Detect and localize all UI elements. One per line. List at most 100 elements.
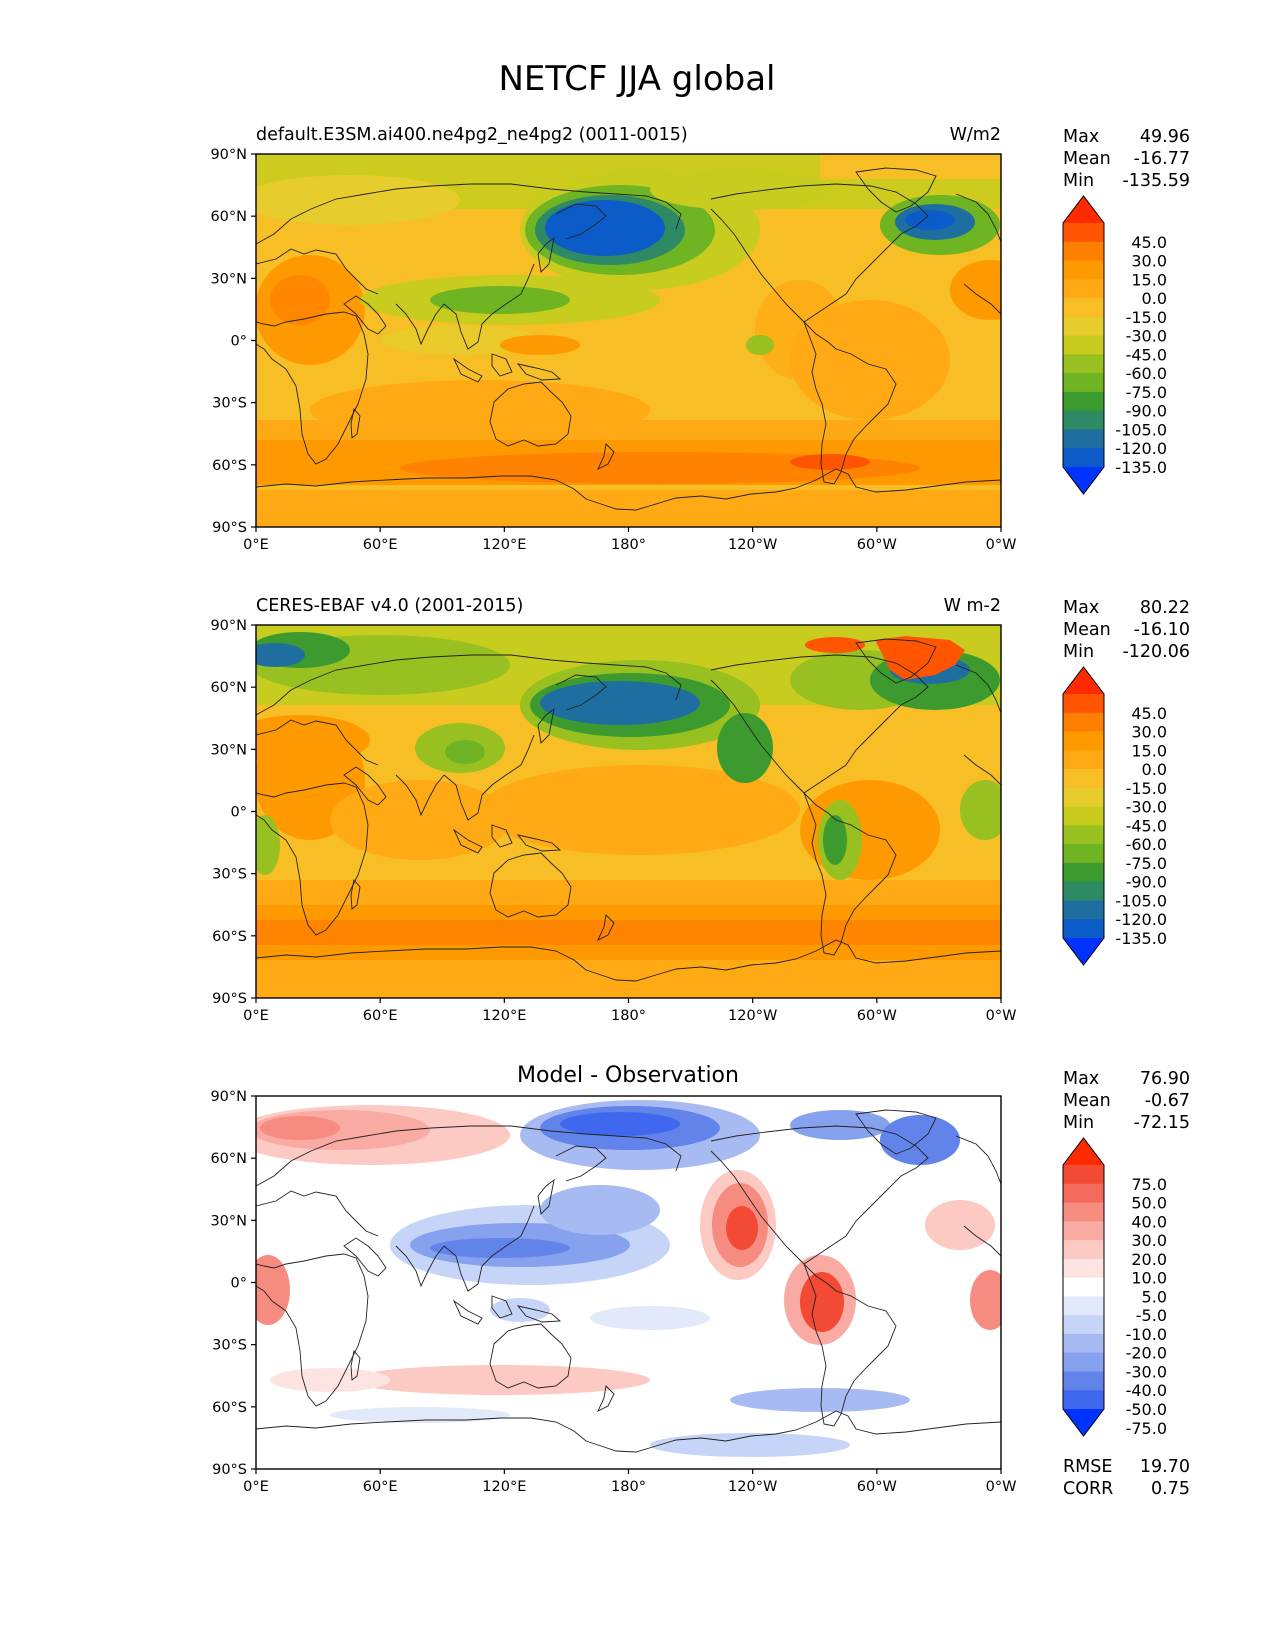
- stat-label: Min: [1063, 1113, 1094, 1133]
- lon-tick-label: 0°W: [986, 537, 1017, 553]
- stat-value: 49.96: [1140, 127, 1190, 147]
- colorbar-band: [1063, 750, 1104, 770]
- lon-tick-label: 180°: [611, 1008, 646, 1024]
- stat-label: RMSE: [1063, 1457, 1112, 1477]
- colorbar-band: [1063, 694, 1104, 714]
- lon-tick-label: 60°E: [363, 537, 398, 553]
- lat-tick-label: 60°N: [210, 680, 247, 696]
- colorbar-label: -30.0: [1126, 327, 1167, 346]
- stat-label: Mean: [1063, 149, 1111, 169]
- lon-tick-label: 0°E: [243, 1008, 269, 1024]
- lon-tick-label: 120°E: [482, 1008, 526, 1024]
- colorbar-label: -60.0: [1126, 835, 1167, 854]
- colorbar-band: [1063, 223, 1104, 243]
- lat-tick-label: 30°S: [212, 396, 247, 412]
- lat-tick-label: 60°S: [212, 1400, 247, 1416]
- panel-model-title: default.E3SM.ai400.ne4pg2_ne4pg2 (0011-0…: [256, 125, 688, 145]
- stat-value: -16.10: [1134, 620, 1190, 640]
- colorbar-band: [1063, 1240, 1104, 1260]
- colorbar-band: [1063, 1258, 1104, 1279]
- figure-title: NETCF JJA global: [498, 59, 775, 99]
- lat-tick-label: 60°N: [210, 1151, 247, 1167]
- colorbar-label: -75.0: [1126, 383, 1167, 402]
- colorbar-band: [1063, 1296, 1104, 1316]
- panel-observation-title: CERES-EBAF v4.0 (2001-2015): [256, 596, 523, 616]
- colorbar-band: [1063, 429, 1104, 449]
- stat-label: Mean: [1063, 620, 1111, 640]
- panel-observation-colorbar: 45.030.015.00.0-15.0-30.0-45.0-60.0-75.0…: [1062, 666, 1167, 966]
- colorbar-band: [1063, 1277, 1104, 1297]
- colorbar-label: -45.0: [1126, 345, 1167, 364]
- colorbar-label: -30.0: [1126, 1362, 1167, 1381]
- panel-difference-title: Model - Observation: [517, 1063, 739, 1088]
- stat-value: 0.75: [1151, 1479, 1190, 1499]
- colorbar-band: [1063, 391, 1104, 412]
- colorbar-label: -120.0: [1115, 439, 1167, 458]
- colorbar-band: [1063, 335, 1104, 355]
- lat-tick-label: 60°S: [212, 458, 247, 474]
- colorbar-label: 45.0: [1131, 704, 1167, 723]
- colorbar-label: 15.0: [1131, 270, 1167, 289]
- colorbar-label: -20.0: [1126, 1344, 1167, 1363]
- lon-tick-label: 0°W: [986, 1479, 1017, 1495]
- colorbar-extend-max: [1063, 667, 1104, 694]
- panel-observation-lon-ticks: 0°E 60°E 120°E 180° 120°W 60°W 0°W: [243, 998, 1016, 1024]
- lat-tick-label: 0°: [231, 1276, 247, 1292]
- lon-tick-label: 180°: [611, 537, 646, 553]
- panel-difference-lon-ticks: 0°E 60°E 120°E 180° 120°W 60°W 0°W: [243, 1469, 1016, 1495]
- colorbar-band: [1063, 900, 1104, 920]
- lat-tick-label: 30°N: [210, 271, 247, 287]
- lon-tick-label: 120°E: [482, 1479, 526, 1495]
- colorbar-band: [1063, 862, 1104, 883]
- lon-tick-label: 0°W: [986, 1008, 1017, 1024]
- colorbar-label: -135.0: [1115, 458, 1167, 477]
- lon-tick-label: 120°E: [482, 537, 526, 553]
- lat-tick-label: 90°S: [212, 520, 247, 536]
- colorbar-extend-max: [1063, 1138, 1104, 1165]
- colorbar-label: -45.0: [1126, 816, 1167, 835]
- colorbar-band: [1063, 241, 1104, 262]
- lat-tick-label: 90°N: [210, 618, 247, 634]
- colorbar-band: [1063, 1202, 1104, 1222]
- colorbar-band: [1063, 1390, 1104, 1410]
- lon-tick-label: 180°: [611, 1479, 646, 1495]
- lon-tick-label: 60°E: [363, 1479, 398, 1495]
- panel-observation-map: [256, 625, 1001, 998]
- colorbar-band: [1063, 919, 1104, 939]
- stat-value: -16.77: [1134, 149, 1190, 169]
- colorbar-band: [1063, 260, 1104, 280]
- colorbar-label: 40.0: [1131, 1212, 1167, 1231]
- colorbar-band: [1063, 448, 1104, 468]
- lat-tick-label: 90°S: [212, 1462, 247, 1478]
- lon-tick-label: 0°E: [243, 1479, 269, 1495]
- lon-tick-label: 60°W: [857, 1008, 897, 1024]
- colorbar-extend-min: [1063, 467, 1104, 494]
- panel-model-map: [256, 154, 1001, 527]
- lat-tick-label: 0°: [231, 334, 247, 350]
- colorbar-band: [1063, 1315, 1104, 1335]
- stat-label: Max: [1063, 127, 1099, 147]
- lon-tick-label: 60°E: [363, 1008, 398, 1024]
- stat-value: -135.59: [1122, 171, 1190, 191]
- colorbar-band: [1063, 844, 1104, 864]
- colorbar-band: [1063, 1221, 1104, 1241]
- colorbar-band: [1063, 1352, 1104, 1372]
- panel-model-stats: Max 49.96 Mean -16.77 Min -135.59: [1063, 127, 1190, 191]
- lat-tick-label: 30°S: [212, 867, 247, 883]
- colorbar-label: -60.0: [1126, 364, 1167, 383]
- panel-observation-units: W m-2: [944, 596, 1001, 616]
- colorbar-band: [1063, 825, 1104, 845]
- panel-observation-lat-ticks: 90°N 60°N 30°N 0° 30°S 60°S 90°S: [210, 618, 256, 1007]
- colorbar-label: -120.0: [1115, 910, 1167, 929]
- stat-value: -0.67: [1145, 1091, 1190, 1111]
- colorbar-label: 10.0: [1131, 1269, 1167, 1288]
- lat-tick-label: 90°S: [212, 991, 247, 1007]
- colorbar-label: 45.0: [1131, 233, 1167, 252]
- colorbar-extend-min: [1063, 938, 1104, 965]
- lon-tick-label: 0°E: [243, 537, 269, 553]
- colorbar-label: -135.0: [1115, 929, 1167, 948]
- colorbar-band: [1063, 279, 1104, 299]
- stat-label: Mean: [1063, 1091, 1111, 1111]
- panel-difference: Model - Observation: [210, 1063, 1190, 1499]
